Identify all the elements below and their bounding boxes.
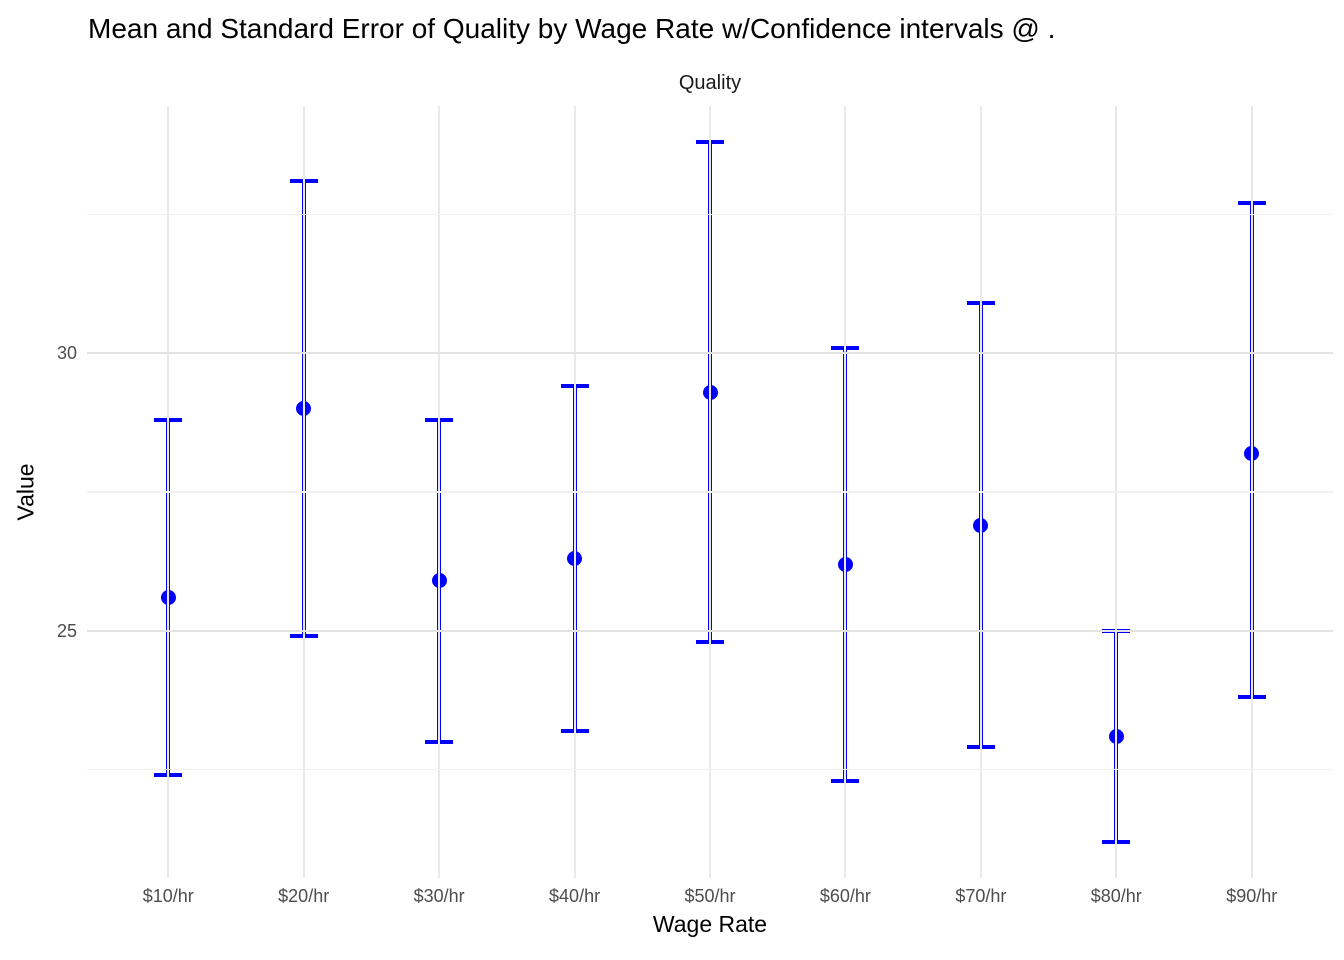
x-tick-label: $30/hr xyxy=(413,886,465,906)
x-tick-label: $40/hr xyxy=(549,886,601,906)
x-tick-label: $90/hr xyxy=(1226,886,1278,906)
gridline-y-minor xyxy=(87,491,1333,493)
x-tick-label: $70/hr xyxy=(955,886,1007,906)
gridline-y-minor xyxy=(87,768,1333,771)
x-tick-label: $10/hr xyxy=(142,886,194,906)
y-axis-title: Value xyxy=(12,463,39,521)
y-tick-label: 25 xyxy=(56,620,77,641)
gridline-y-minor xyxy=(87,213,1333,216)
gridline-y-major xyxy=(87,352,1333,355)
chart-title: Mean and Standard Error of Quality by Wa… xyxy=(88,13,1056,44)
x-tick-label: $80/hr xyxy=(1090,886,1142,906)
x-tick-label: $50/hr xyxy=(684,886,736,906)
x-axis-title: Wage Rate xyxy=(652,911,768,937)
gridline-y-major xyxy=(87,629,1333,632)
facet-strip-label: Quality xyxy=(678,72,742,94)
x-tick-label: $20/hr xyxy=(278,886,330,906)
x-tick-label: $60/hr xyxy=(819,886,871,906)
y-tick-label: 30 xyxy=(56,343,77,364)
